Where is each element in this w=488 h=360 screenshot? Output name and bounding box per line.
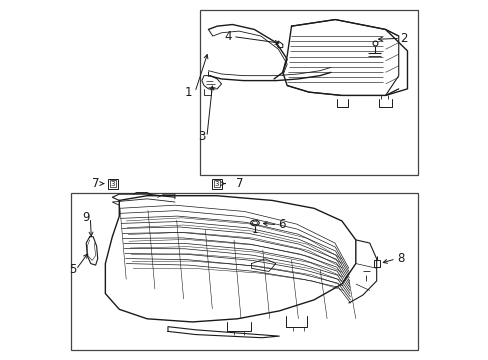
- Text: 8: 8: [396, 252, 404, 265]
- Text: 9: 9: [82, 211, 89, 224]
- Text: 3: 3: [110, 181, 115, 186]
- Text: 3: 3: [214, 181, 219, 186]
- Text: 3: 3: [197, 130, 204, 144]
- Bar: [373, 260, 379, 267]
- Text: 1: 1: [184, 86, 192, 99]
- Text: 4: 4: [224, 30, 232, 43]
- Text: 6: 6: [278, 218, 285, 231]
- Bar: [199, 10, 418, 175]
- Text: 7: 7: [92, 177, 99, 190]
- Text: 5: 5: [69, 263, 77, 276]
- Bar: [70, 193, 418, 350]
- Text: 2: 2: [400, 32, 407, 45]
- Bar: [213, 180, 220, 187]
- Bar: [108, 179, 118, 189]
- Text: 7: 7: [235, 177, 243, 190]
- Bar: [109, 180, 116, 187]
- Bar: [212, 179, 222, 189]
